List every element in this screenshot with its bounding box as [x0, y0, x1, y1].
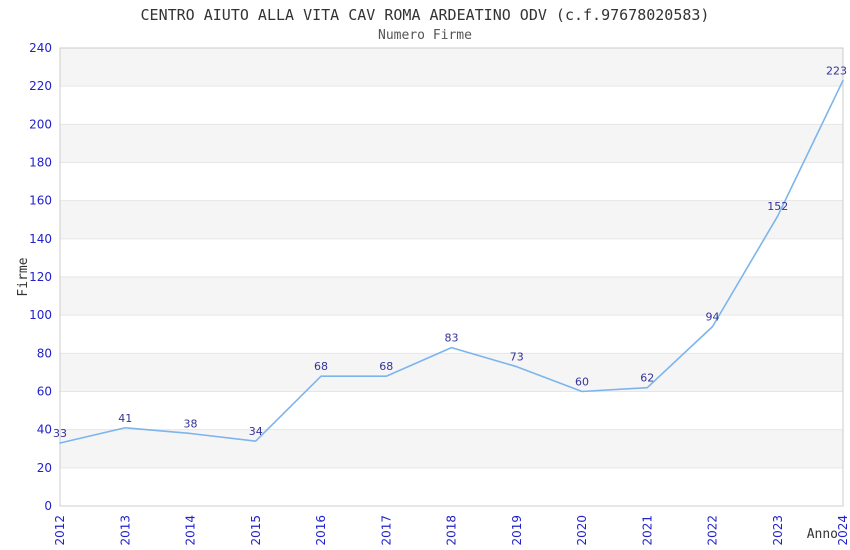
- data-label: 68: [379, 360, 393, 373]
- data-label: 152: [767, 200, 788, 213]
- y-tick-label: 40: [37, 423, 52, 437]
- y-tick-label: 220: [29, 79, 52, 93]
- chart-title: CENTRO AIUTO ALLA VITA CAV ROMA ARDEATIN…: [140, 6, 710, 24]
- y-tick-label: 160: [29, 194, 52, 208]
- y-tick-label: 60: [37, 385, 52, 399]
- data-label: 38: [184, 417, 198, 430]
- y-tick-label: 0: [44, 499, 52, 513]
- y-tick-label: 80: [37, 346, 52, 360]
- x-tick-label: 2016: [314, 515, 328, 546]
- plot-band: [60, 124, 843, 163]
- y-tick-label: 180: [29, 156, 52, 170]
- data-label: 34: [249, 425, 263, 438]
- data-label: 68: [314, 360, 328, 373]
- x-tick-label: 2012: [53, 515, 67, 546]
- data-label: 94: [706, 311, 720, 324]
- x-axis-title: Anno: [807, 527, 838, 542]
- x-tick-label: 2022: [706, 515, 720, 546]
- x-tick-label: 2019: [510, 515, 524, 546]
- data-label: 73: [510, 351, 524, 364]
- y-tick-label: 240: [29, 41, 52, 55]
- data-label: 62: [640, 372, 654, 385]
- data-label: 41: [118, 412, 132, 425]
- plot-band: [60, 200, 843, 239]
- x-tick-label: 2021: [640, 515, 654, 546]
- x-tick-label: 2024: [836, 515, 850, 546]
- plot-band: [60, 429, 843, 468]
- y-tick-label: 200: [29, 117, 52, 131]
- data-label: 33: [53, 427, 67, 440]
- x-tick-label: 2014: [184, 515, 198, 546]
- plot-band: [60, 48, 843, 87]
- y-tick-label: 100: [29, 308, 52, 322]
- plot-border: [59, 47, 844, 507]
- plot-band: [60, 277, 843, 316]
- x-tick-label: 2023: [771, 515, 785, 546]
- x-tick-label: 2020: [575, 515, 589, 546]
- y-tick-label: 120: [29, 270, 52, 284]
- chart-subtitle: Numero Firme: [378, 28, 472, 43]
- data-label: 83: [445, 332, 459, 345]
- y-tick-label: 20: [37, 461, 52, 475]
- data-label: 223: [826, 64, 847, 77]
- plot-band: [60, 353, 843, 392]
- x-tick-label: 2017: [379, 515, 393, 546]
- x-tick-label: 2018: [445, 515, 459, 546]
- x-tick-label: 2013: [118, 515, 132, 546]
- series-line: [59, 79, 844, 444]
- data-label: 60: [575, 376, 589, 389]
- y-axis-title: Firme: [16, 257, 31, 296]
- y-tick-label: 140: [29, 232, 52, 246]
- x-tick-label: 2015: [249, 515, 263, 546]
